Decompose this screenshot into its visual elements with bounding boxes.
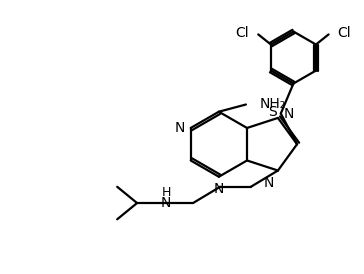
Text: Cl: Cl	[236, 25, 249, 40]
Text: N: N	[283, 107, 294, 121]
Text: N: N	[161, 196, 171, 210]
Text: H: H	[161, 186, 171, 199]
Text: NH₂: NH₂	[260, 98, 286, 112]
Text: N: N	[175, 121, 185, 135]
Text: Cl: Cl	[338, 25, 351, 40]
Text: N: N	[264, 176, 274, 190]
Text: S: S	[269, 105, 277, 119]
Text: N: N	[214, 182, 224, 196]
